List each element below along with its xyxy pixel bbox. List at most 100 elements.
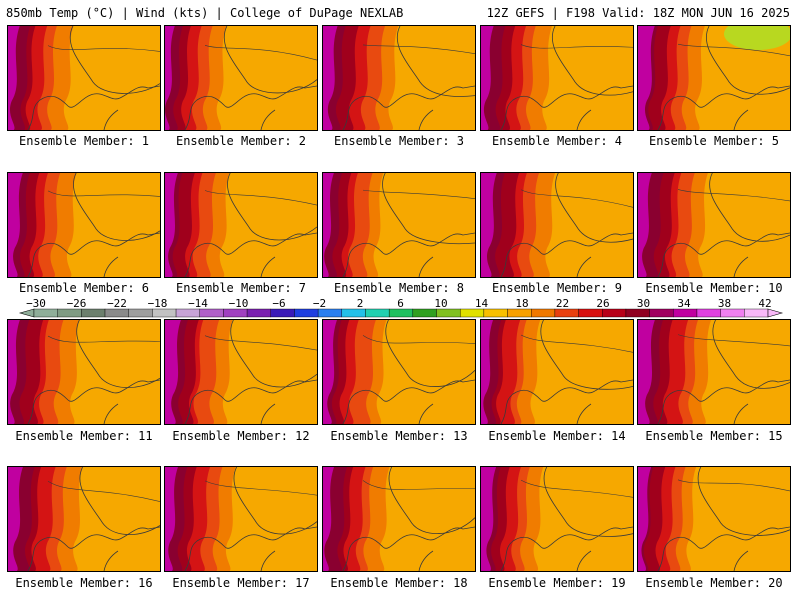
- temperature-band: [323, 320, 337, 424]
- ensemble-member-map: [7, 25, 161, 131]
- colorbar-segment: [531, 308, 556, 318]
- coastline: [500, 467, 633, 571]
- ensemble-member-label: Ensemble Member: 8: [333, 281, 465, 295]
- ensemble-member-map: [164, 466, 318, 572]
- temperature-field: [8, 320, 160, 424]
- temperature-band: [323, 26, 338, 130]
- temperature-band: [165, 26, 175, 130]
- temperature-field: [481, 173, 633, 277]
- ensemble-member-map: [322, 172, 476, 278]
- colorbar-tick-label: 6: [397, 297, 404, 310]
- colorbar-segment: [412, 308, 437, 318]
- ensemble-member-label: Ensemble Member: 14: [488, 429, 626, 443]
- temperature-field: [481, 467, 633, 571]
- ensemble-member-map: [164, 319, 318, 425]
- temperature-field: [8, 26, 160, 130]
- coastline: [184, 26, 317, 130]
- colorbar-arrow-right: [767, 308, 784, 318]
- temperature-field: [165, 26, 317, 130]
- temperature-field: [8, 173, 160, 277]
- ensemble-member-map: [164, 25, 318, 131]
- coastline: [184, 320, 317, 424]
- colorbar-segment: [223, 308, 248, 318]
- ensemble-member-map: [7, 466, 161, 572]
- colorbar-tick-label: 42: [758, 297, 771, 310]
- ensemble-member-label: Ensemble Member: 2: [175, 134, 307, 148]
- colorbar-tick-label: −6: [272, 297, 285, 310]
- colorbar-segment: [602, 308, 627, 318]
- colorbar-tick-label: 18: [515, 297, 528, 310]
- ensemble-member-label: Ensemble Member: 7: [175, 281, 307, 295]
- ensemble-member-label: Ensemble Member: 13: [330, 429, 468, 443]
- coastline: [500, 26, 633, 130]
- colorbar-segment: [294, 308, 319, 318]
- ensemble-member-label: Ensemble Member: 10: [645, 281, 783, 295]
- coastline: [342, 320, 475, 424]
- coastline: [657, 173, 790, 277]
- temperature-band: [481, 467, 497, 571]
- temperature-band: [481, 26, 494, 130]
- temperature-band: [8, 26, 20, 130]
- temperature-band: [481, 173, 497, 277]
- colorbar-segment: [388, 308, 414, 318]
- colorbar-segment: [152, 308, 177, 318]
- colorbar-segment: [436, 308, 461, 318]
- ensemble-member-label: Ensemble Member: 5: [648, 134, 780, 148]
- colorbar-tick-label: 38: [718, 297, 731, 310]
- ensemble-member-label: Ensemble Member: 16: [15, 576, 153, 590]
- temperature-field: [165, 173, 317, 277]
- coastline: [27, 26, 160, 130]
- colorbar-tick-label: 22: [556, 297, 569, 310]
- temperature-field: [323, 467, 475, 571]
- temperature-colorbar: −30 −26 −22 −18 −14 −10 −6 −2 2 6 10 14 18 22 26 30 34 38…: [18, 297, 784, 318]
- colorbar-segment: [483, 308, 508, 318]
- map-title: 850mb Temp (°C) | Wind (kts) | College o…: [6, 6, 404, 20]
- colorbar-segment: [199, 308, 224, 318]
- ensemble-member-map: [480, 319, 634, 425]
- colorbar-segment: [720, 308, 745, 318]
- colorbar-tick-label: 30: [637, 297, 650, 310]
- coastline: [27, 467, 160, 571]
- ensemble-member-map: [7, 319, 161, 425]
- temperature-band: [165, 320, 181, 424]
- colorbar-tick-label: 34: [677, 297, 691, 310]
- coastline: [184, 467, 317, 571]
- coastline: [500, 320, 633, 424]
- colorbar-segment: [459, 308, 485, 318]
- coastline: [27, 320, 160, 424]
- ensemble-member-label: Ensemble Member: 17: [172, 576, 310, 590]
- colorbar-tick-label: 2: [357, 297, 364, 310]
- coastline: [657, 26, 790, 130]
- ensemble-member-label: Ensemble Member: 3: [333, 134, 465, 148]
- temperature-field: [638, 320, 790, 424]
- colorbar-tick-label: 10: [434, 297, 447, 310]
- coastline: [657, 320, 790, 424]
- ensemble-member-map: [637, 172, 791, 278]
- ensemble-member-label: Ensemble Member: 11: [15, 429, 153, 443]
- temperature-field: [8, 467, 160, 571]
- ensemble-member-map: [480, 172, 634, 278]
- ensemble-member-map: [637, 25, 791, 131]
- colorbar-tick-label: 26: [596, 297, 609, 310]
- colorbar-tick-label: −18: [148, 297, 168, 310]
- ensemble-member-map: [164, 172, 318, 278]
- colorbar-segment: [341, 308, 366, 318]
- colorbar-segment: [128, 308, 153, 318]
- ensemble-member-label: Ensemble Member: 20: [645, 576, 783, 590]
- colorbar-segment: [696, 308, 721, 318]
- ensemble-member-map: [322, 25, 476, 131]
- temperature-field: [481, 26, 633, 130]
- colorbar-segment: [625, 308, 650, 318]
- temperature-field: [165, 320, 317, 424]
- colorbar-segment: [81, 308, 106, 318]
- temperature-band: [323, 467, 335, 571]
- temperature-field: [638, 173, 790, 277]
- colorbar-segment: [365, 308, 390, 318]
- colorbar-tick-label: −22: [107, 297, 127, 310]
- colorbar-segment: [317, 308, 343, 318]
- temperature-band: [323, 173, 334, 277]
- ensemble-member-label: Ensemble Member: 6: [18, 281, 150, 295]
- coastline: [342, 173, 475, 277]
- temperature-band: [638, 320, 655, 424]
- coastline: [342, 26, 475, 130]
